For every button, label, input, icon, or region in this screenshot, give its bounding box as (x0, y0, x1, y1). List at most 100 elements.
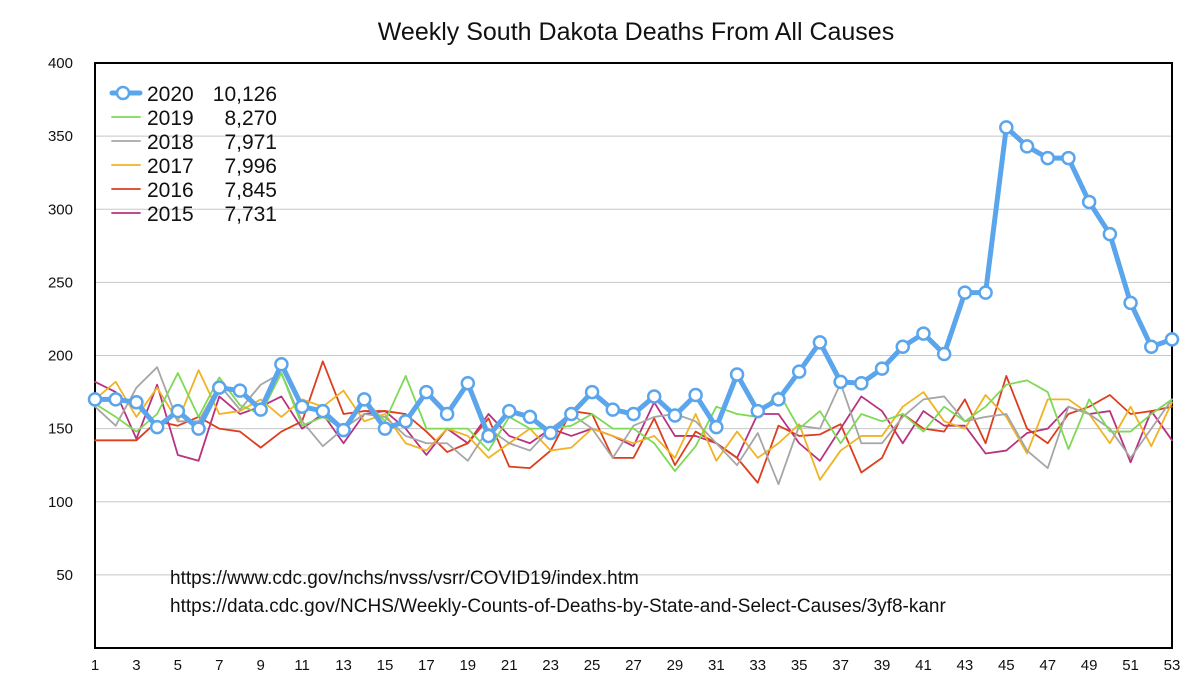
data-point (605, 402, 621, 417)
series-line-2016 (94, 360, 1173, 484)
data-point (564, 406, 579, 422)
data-point (232, 383, 248, 398)
x-tick-label: 29 (667, 657, 684, 674)
data-point (1019, 139, 1035, 154)
data-point (481, 428, 496, 444)
x-tick-label: 31 (708, 657, 725, 674)
series-2017 (94, 369, 1173, 481)
x-tick-label: 39 (874, 657, 891, 674)
legend-series-name: 2020 (147, 83, 194, 106)
data-point (916, 326, 931, 341)
plot-frame (94, 62, 1173, 649)
legend-item-2015: 2015 7,731 (111, 203, 277, 226)
data-point (667, 408, 683, 423)
x-tick-label: 35 (791, 657, 808, 674)
series-line-2017 (94, 369, 1173, 481)
data-point (336, 422, 351, 438)
y-tick-label: 250 (48, 274, 73, 291)
x-tick-label: 15 (377, 657, 394, 674)
y-tick-label: 50 (56, 567, 73, 584)
x-tick-label: 41 (915, 657, 932, 674)
data-point (1123, 295, 1138, 311)
x-tick-label: 27 (625, 657, 642, 674)
data-point (584, 384, 600, 400)
legend-item-2020: 2020 10,126 (109, 83, 277, 106)
legend-series-name: 2019 (147, 107, 194, 130)
series-2016 (94, 360, 1173, 484)
x-tick-label: 33 (749, 657, 766, 674)
x-tick-label: 19 (459, 657, 476, 674)
data-point (543, 425, 558, 441)
source-url-2: https://data.cdc.gov/NCHS/Weekly-Counts-… (170, 596, 946, 617)
data-point (1144, 339, 1159, 354)
legend-series-name: 2018 (147, 131, 194, 154)
data-point (1164, 332, 1180, 347)
data-point (87, 392, 103, 407)
series-line-2015 (94, 380, 1173, 464)
legend-series-name: 2016 (147, 179, 194, 202)
data-point (315, 403, 331, 419)
x-tick-label: 13 (335, 657, 352, 674)
data-point (626, 406, 641, 422)
data-point (460, 376, 476, 391)
data-point (212, 380, 227, 395)
data-point (377, 421, 393, 436)
data-point (750, 403, 766, 419)
x-tick-label: 49 (1081, 657, 1098, 674)
data-point (812, 335, 828, 350)
data-point (688, 387, 703, 403)
data-point (936, 346, 952, 362)
data-point (999, 120, 1014, 135)
x-tick-label: 5 (174, 657, 182, 674)
data-point (1040, 150, 1055, 166)
x-tick-label: 37 (832, 657, 849, 674)
x-tick-label: 9 (257, 657, 265, 674)
data-point (294, 399, 310, 414)
data-point (646, 389, 662, 404)
series-2019 (94, 372, 1173, 472)
data-point (957, 285, 973, 300)
legend-item-2018: 2018 7,971 (111, 131, 277, 154)
series-line-2019 (94, 372, 1173, 472)
x-tick-label: 3 (132, 657, 140, 674)
legend-series-total: 7,731 (224, 203, 277, 226)
x-tick-label: 7 (215, 657, 223, 674)
legend-series-total: 10,126 (213, 83, 277, 106)
legend-series-name: 2015 (147, 203, 194, 226)
x-tick-label: 51 (1122, 657, 1139, 674)
series-2015 (94, 380, 1173, 464)
legend-series-total: 8,270 (224, 107, 277, 130)
legend-series-total: 7,971 (224, 131, 277, 154)
data-point (1061, 150, 1076, 166)
legend-series-total: 7,845 (224, 179, 277, 202)
x-tick-label: 45 (998, 657, 1015, 674)
x-tick-label: 25 (584, 657, 601, 674)
legend-marker (115, 85, 131, 101)
x-tick-label: 43 (957, 657, 974, 674)
data-point (129, 395, 144, 410)
data-point (501, 403, 517, 419)
y-tick-label: 150 (48, 421, 73, 438)
x-tick-label: 21 (501, 657, 518, 674)
data-point (419, 384, 434, 400)
data-point (439, 406, 455, 422)
data-point (874, 361, 890, 376)
y-tick-label: 200 (48, 348, 73, 365)
x-tick-label: 47 (1039, 657, 1056, 674)
legend-series-name: 2017 (147, 155, 194, 178)
data-point (357, 392, 372, 407)
data-point (791, 364, 807, 379)
data-point (709, 419, 724, 435)
data-point (522, 409, 538, 425)
data-point (149, 419, 165, 435)
series-lines (87, 120, 1180, 486)
data-point (854, 376, 869, 391)
data-point (1102, 226, 1118, 242)
series-2020 (87, 120, 1180, 444)
x-tick-label: 1 (91, 657, 99, 674)
data-point (108, 392, 123, 407)
data-point (170, 403, 186, 419)
data-point (1081, 194, 1097, 210)
y-tick-label: 300 (48, 201, 73, 218)
